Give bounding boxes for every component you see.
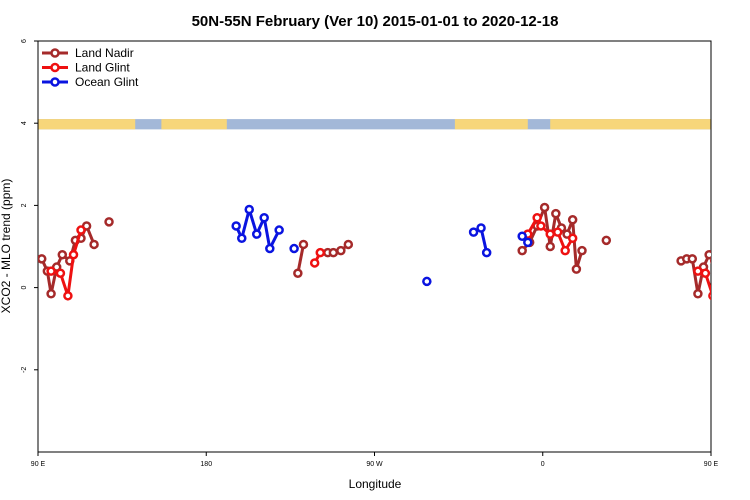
legend-item-land-glint: Land Glint: [42, 61, 130, 75]
point-land-glint: [536, 221, 546, 231]
legend-label: Land Glint: [75, 61, 130, 75]
point-ocean-glint: [523, 237, 533, 248]
point-land-nadir: [539, 202, 550, 213]
x-tick-label: 90 E: [31, 461, 46, 468]
legend-label: Ocean Glint: [75, 75, 139, 89]
land-band-segment: [454, 119, 528, 130]
plot-frame: [37, 40, 712, 453]
land-band-segment: [161, 119, 227, 130]
point-land-glint: [552, 227, 563, 237]
point-ocean-glint: [244, 204, 254, 215]
point-ocean-glint: [468, 227, 479, 237]
point-land-nadir: [601, 235, 612, 246]
point-land-nadir: [551, 208, 561, 219]
y-tick-label: -2: [21, 367, 28, 373]
x-tick-label: 0: [541, 461, 545, 468]
series-ocean-glint: [231, 204, 533, 287]
legend-marker: [50, 62, 60, 73]
legend-marker: [50, 77, 60, 87]
point-land-glint: [560, 245, 570, 256]
point-land-nadir: [517, 245, 527, 256]
point-land-glint: [63, 291, 73, 301]
point-land-nadir: [687, 254, 698, 264]
point-land-nadir: [57, 249, 68, 260]
point-land-nadir: [722, 235, 729, 242]
point-land-glint: [708, 291, 711, 301]
point-land-glint: [693, 266, 703, 276]
point-land-glint: [68, 249, 79, 260]
land-band-segment: [550, 119, 711, 130]
point-land-nadir: [343, 239, 354, 250]
point-land-nadir: [46, 289, 56, 299]
point-land-nadir: [104, 217, 114, 227]
point-land-nadir: [577, 245, 587, 256]
point-ocean-glint: [517, 231, 527, 241]
point-land-nadir: [567, 215, 578, 225]
y-tick-label: 4: [21, 121, 28, 125]
point-ocean-glint: [237, 233, 247, 244]
point-land-glint: [532, 212, 542, 223]
axis-ticks: 90 E 180 90 W 0 90 E -2 0 2 4 6: [21, 39, 719, 468]
point-land-nadir: [298, 239, 309, 250]
point-land-glint: [717, 251, 724, 258]
point-land-nadir: [709, 257, 711, 264]
point-land-nadir: [693, 289, 703, 299]
point-ocean-glint: [481, 247, 492, 258]
point-ocean-glint: [476, 223, 486, 233]
series-line-land-nadir: [296, 244, 305, 274]
point-ocean-glint: [231, 221, 241, 231]
point-land-nadir: [293, 268, 303, 278]
x-tick-label: 90 W: [366, 461, 383, 468]
point-ocean-glint: [265, 243, 275, 254]
point-land-nadir: [545, 241, 555, 252]
y-tick-label: 0: [21, 286, 28, 290]
point-ocean-glint: [251, 229, 262, 239]
point-land-nadir: [728, 222, 735, 229]
series-land-glint: [46, 212, 731, 301]
y-tick-label: 2: [21, 203, 28, 207]
ocean-band: [38, 119, 711, 130]
point-land-nadir: [717, 237, 724, 244]
point-land-nadir: [328, 247, 339, 258]
point-land-glint: [309, 258, 320, 268]
point-land-glint: [724, 227, 731, 234]
point-land-nadir: [571, 264, 582, 274]
point-land-glint: [700, 268, 711, 278]
point-land-glint: [567, 233, 578, 244]
land-band-segment: [38, 119, 136, 130]
point-land-glint: [76, 225, 86, 235]
point-land-glint: [55, 268, 66, 278]
legend-item-land-nadir: Land Nadir: [42, 46, 134, 60]
point-ocean-glint: [274, 225, 284, 235]
point-land-glint: [545, 229, 555, 239]
legend-item-ocean-glint: Ocean Glint: [42, 75, 139, 89]
point-land-nadir: [89, 239, 99, 250]
x-tick-label: 90 E: [704, 461, 719, 468]
y-axis-label: XCO2 - MLO trend (ppm): [0, 179, 13, 314]
land-band-segment: [741, 119, 750, 129]
point-ocean-glint: [422, 276, 432, 287]
chart-title: 50N-55N February (Ver 10) 2015-01-01 to …: [192, 13, 559, 30]
land-ocean-band: [38, 119, 750, 130]
point-land-nadir: [734, 241, 741, 248]
point-land-nadir: [38, 254, 47, 264]
point-land-nadir: [704, 249, 711, 260]
x-tick-label: 180: [200, 461, 212, 468]
legend-label: Land Nadir: [75, 46, 134, 60]
point-ocean-glint: [259, 212, 269, 223]
data-series: [38, 202, 741, 301]
point-ocean-glint: [289, 243, 299, 254]
x-axis-label: Longitude: [349, 477, 402, 491]
y-tick-label: 6: [21, 39, 28, 43]
point-land-glint: [315, 247, 326, 258]
series-land-nadir: [38, 202, 741, 299]
legend-marker: [50, 48, 60, 58]
point-land-glint: [46, 266, 56, 276]
point-land-nadir: [336, 245, 346, 256]
